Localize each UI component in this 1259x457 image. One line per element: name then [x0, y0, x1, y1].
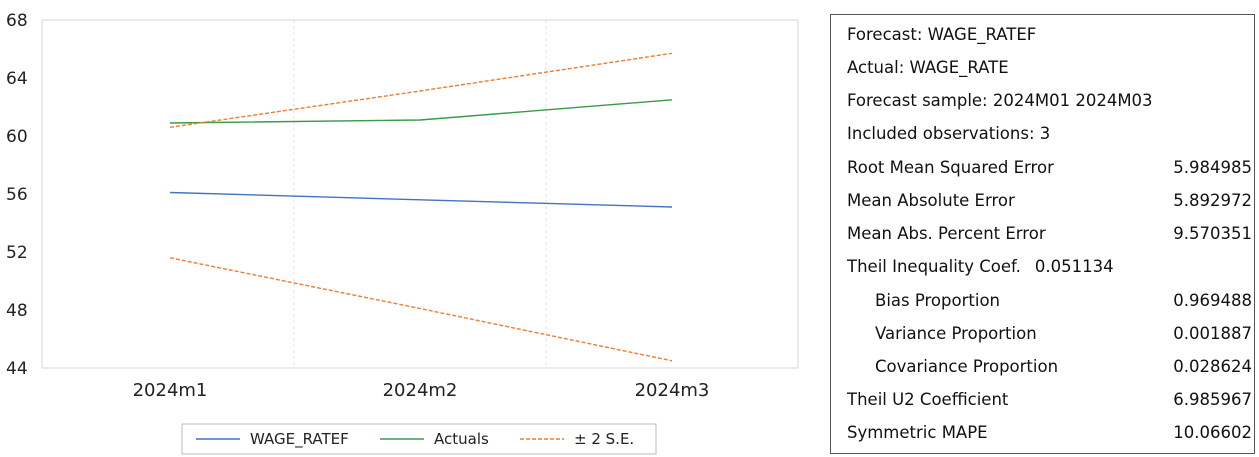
stat-mae: Mean Absolute Error 5.892972 — [847, 191, 1252, 210]
plot-area — [41, 19, 799, 369]
stat-theil-inequality: Theil Inequality Coef. 0.051134 — [847, 257, 1114, 276]
stat-symmetric-mape: Symmetric MAPE 10.06602 — [847, 423, 1252, 442]
y-tick-label: 48 — [6, 301, 28, 321]
legend-label-wage-ratef: WAGE_RATEF — [250, 430, 349, 449]
stat-mape: Mean Abs. Percent Error 9.570351 — [847, 224, 1252, 243]
y-tick-label: 60 — [6, 127, 28, 147]
series-lines — [169, 52, 673, 362]
stat-rmse: Root Mean Squared Error 5.984985 — [847, 158, 1252, 177]
forecast-name: Forecast: WAGE_RATEF — [847, 25, 1037, 44]
forecast-sample: Forecast sample: 2024M01 2024M03 — [847, 91, 1153, 110]
forecast-statistics-panel: Forecast: WAGE_RATEF Actual: WAGE_RATE F… — [830, 14, 1255, 454]
x-tick-label: 2024m2 — [383, 380, 458, 401]
series-line-wage-ratef — [169, 191, 673, 208]
y-axis-ticks: 44 48 52 56 60 64 68 — [6, 11, 28, 379]
stat-variance-proportion: Variance Proportion 0.001887 — [875, 324, 1252, 343]
y-tick-label: 52 — [6, 243, 28, 263]
grid-lines — [293, 20, 547, 368]
x-tick-label: 2024m1 — [133, 380, 208, 401]
series-line-se-upper — [169, 52, 673, 128]
y-tick-label: 44 — [6, 359, 28, 379]
series-line-actuals — [169, 99, 673, 124]
stat-covariance-proportion: Covariance Proportion 0.028624 — [875, 357, 1252, 376]
y-tick-label: 64 — [6, 69, 28, 89]
legend-label-se: ± 2 S.E. — [574, 430, 634, 448]
stat-theil-u2: Theil U2 Coefficient 6.985967 — [847, 390, 1252, 409]
y-tick-label: 56 — [6, 185, 28, 205]
legend: WAGE_RATEF Actuals ± 2 S.E. — [181, 423, 657, 455]
y-tick-label: 68 — [6, 11, 28, 31]
stat-bias-proportion: Bias Proportion 0.969488 — [875, 291, 1252, 310]
series-line-se-lower — [169, 257, 673, 362]
included-observations: Included observations: 3 — [847, 124, 1051, 143]
x-axis-ticks: 2024m1 2024m2 2024m3 — [133, 380, 710, 401]
forecast-chart: 44 48 52 56 60 64 68 2024m1 2024m2 2024m3 WAGE_R… — [6, 11, 799, 455]
legend-label-actuals: Actuals — [434, 430, 489, 448]
actual-name: Actual: WAGE_RATE — [847, 58, 1009, 77]
x-tick-label: 2024m3 — [635, 380, 710, 401]
